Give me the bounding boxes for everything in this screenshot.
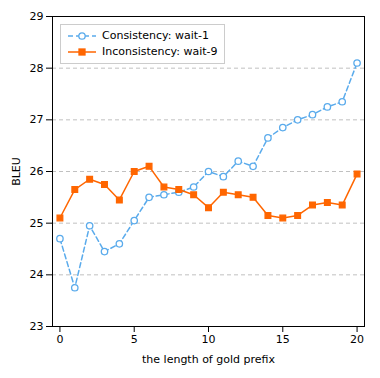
svg-text:25: 25: [30, 217, 44, 230]
svg-text:23: 23: [30, 320, 44, 333]
svg-text:10: 10: [202, 333, 216, 346]
svg-text:24: 24: [30, 268, 44, 281]
svg-text:15: 15: [276, 333, 290, 346]
svg-text:27: 27: [30, 113, 44, 126]
svg-text:28: 28: [30, 62, 44, 75]
html-text:Consistency: wait-1: Consistency: wait-1: [102, 29, 209, 42]
svg-text:BLEU: BLEU: [10, 157, 23, 186]
html-text:Inconsistency: wait-9: Inconsistency: wait-9: [102, 45, 218, 58]
svg-text:0: 0: [56, 333, 63, 346]
svg-text:5: 5: [131, 333, 138, 346]
svg-text:26: 26: [30, 165, 44, 178]
svg-text:20: 20: [350, 333, 364, 346]
svg-text:the length of gold prefix: the length of gold prefix: [142, 353, 275, 366]
svg-text:29: 29: [30, 10, 44, 23]
